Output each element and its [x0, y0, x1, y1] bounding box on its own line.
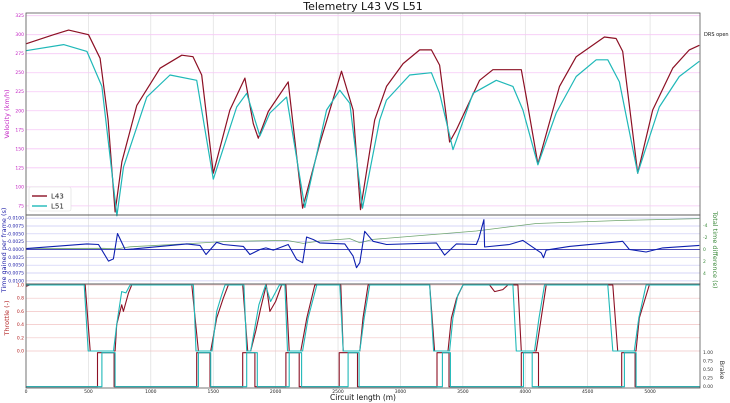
x-tick-label: 2500: [332, 389, 344, 395]
velocity-tick-label: 225: [15, 89, 24, 95]
brake-tick-label: 0.00: [703, 384, 713, 390]
gain-tick-label: 0.0075: [8, 271, 24, 277]
x-tick-label: 500: [84, 389, 93, 395]
velocity-tick-label: 250: [15, 70, 24, 76]
brake-line-l51: [26, 352, 700, 388]
throttle-tick-label: 0.4: [17, 322, 24, 328]
x-tick-label: 5000: [644, 389, 656, 395]
throttle-axis-label: Throttle (-): [3, 301, 11, 337]
total-time-difference-line: [25, 218, 700, 250]
gain-tick-label: 0.0000: [8, 247, 24, 253]
brake-axis-label: Brake: [718, 361, 726, 380]
brake-tick-label: 0.25: [703, 376, 713, 382]
legend-label-l43: L43: [51, 193, 64, 201]
gain-axis-label: Time gained per frame (s): [0, 208, 8, 294]
legend: L43 L51: [28, 186, 72, 212]
gain-tick-label: -0.0100: [7, 216, 25, 222]
pedal-panel-frame: [25, 283, 701, 389]
velocity-line-l51: [25, 44, 700, 217]
brake-line-l43: [26, 352, 700, 388]
tick-labels: 0 500 1000 1500 2000 2500 3000 3500 4000 4500 5000…: [7, 13, 714, 395]
legend-label-l51: L51: [51, 203, 64, 211]
throttle-line-l43: [25, 284, 700, 352]
velocity-tick-label: 75: [18, 203, 24, 209]
gain-tick-label: -0.0050: [7, 231, 25, 237]
throttle-line-l51: [26, 284, 700, 352]
x-tick-label: 4000: [520, 389, 532, 395]
legend-box: [28, 186, 72, 212]
velocity-tick-label: 275: [15, 51, 24, 57]
time-gained-line: [25, 219, 700, 269]
velocity-tick-label: 100: [15, 184, 24, 190]
velocity-tick-label: 125: [15, 165, 24, 171]
total-diff-tick-label: -2: [703, 235, 708, 241]
brake-tick-label: 0.75: [703, 359, 713, 365]
total-diff-tick-label: 2: [703, 259, 706, 265]
velocity-tick-label: 150: [15, 146, 24, 152]
velocity-panel-frame: [25, 12, 701, 216]
total-diff-tick-label: 0: [703, 247, 706, 253]
x-tick-label: 2000: [270, 389, 282, 395]
total-diff-tick-label: 4: [703, 271, 706, 277]
velocity-tick-label: 300: [15, 32, 24, 38]
x-tick-label: 4500: [582, 389, 594, 395]
throttle-tick-label: 0.6: [17, 309, 24, 315]
gain-tick-label: -0.0025: [7, 239, 25, 245]
chart-title: Telemetry L43 VS L51: [302, 0, 423, 13]
total-diff-tick-label: -4: [703, 223, 708, 229]
velocity-axis-label: Velocity (km/h): [3, 89, 11, 138]
velocity-tick-label: 325: [15, 13, 24, 19]
gridlines: [25, 13, 700, 388]
velocity-line-l43: [25, 29, 700, 213]
x-tick-label: 1000: [145, 389, 157, 395]
throttle-tick-label: 0.8: [17, 296, 24, 302]
x-axis-label: Circuit length (m): [330, 393, 396, 402]
throttle-tick-label: 0.2: [17, 335, 24, 341]
gain-tick-label: 0.0050: [8, 263, 24, 269]
throttle-tick-label: 1.0: [17, 283, 24, 289]
x-tick-label: 0: [25, 389, 28, 395]
data-series: [25, 29, 700, 388]
total-diff-axis-label: Total time difference (s): [711, 210, 719, 288]
drs-annotation: DRS open: [704, 32, 729, 38]
brake-tick-label: 1.00: [703, 350, 713, 356]
gain-tick-label: -0.0075: [7, 223, 25, 229]
velocity-tick-label: 200: [15, 108, 24, 114]
axes: [25, 12, 701, 389]
brake-tick-label: 0.50: [703, 367, 713, 373]
velocity-tick-label: 175: [15, 127, 24, 133]
x-tick-label: 3000: [395, 389, 407, 395]
gain-tick-label: 0.0025: [8, 255, 24, 261]
x-tick-label: 3500: [457, 389, 469, 395]
throttle-tick-label: 0.0: [17, 349, 24, 355]
gain-tick-label: 0.0100: [8, 278, 24, 284]
x-tick-label: 1500: [207, 389, 219, 395]
